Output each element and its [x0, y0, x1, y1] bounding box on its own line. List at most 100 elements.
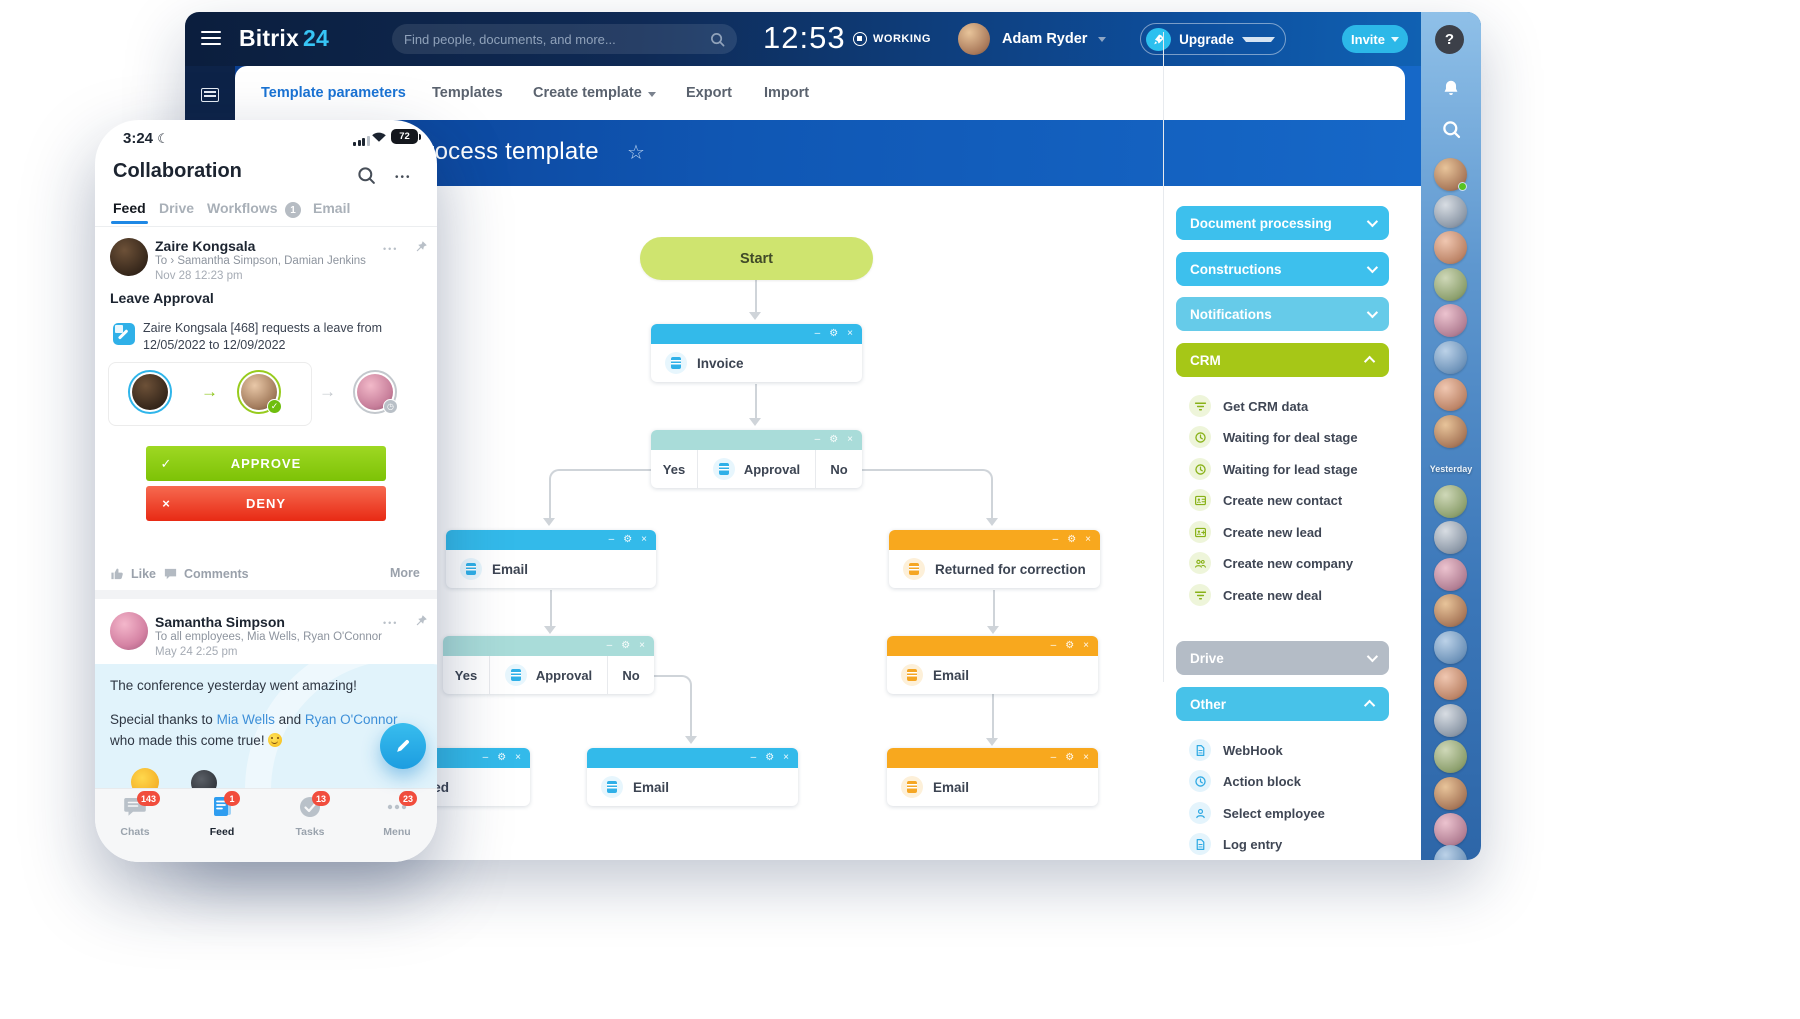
crm-item-create-new-deal[interactable]: Create new deal: [1189, 583, 1322, 607]
rail-avatar[interactable]: [1434, 704, 1467, 737]
requester-avatar[interactable]: [128, 370, 172, 414]
rail-avatar[interactable]: [1434, 813, 1467, 846]
pin-icon[interactable]: [415, 614, 428, 627]
tab-import[interactable]: Import: [764, 85, 810, 101]
post-menu-icon[interactable]: •••: [383, 244, 399, 254]
close-icon[interactable]: ×: [1083, 640, 1089, 651]
pin-icon[interactable]: [415, 240, 428, 253]
like-button[interactable]: Like: [110, 566, 156, 581]
minimize-icon[interactable]: –: [1050, 752, 1057, 763]
rail-avatar[interactable]: [1434, 304, 1467, 337]
help-button[interactable]: ?: [1435, 25, 1464, 54]
rail-avatar[interactable]: [1434, 485, 1467, 518]
rail-avatar[interactable]: [1434, 231, 1467, 264]
nav-chats[interactable]: 143 Chats: [105, 791, 165, 838]
notifications-bell-icon[interactable]: [1440, 78, 1462, 100]
close-icon[interactable]: ×: [515, 752, 521, 763]
minimize-icon[interactable]: –: [1050, 640, 1057, 651]
tab-export[interactable]: Export: [686, 85, 732, 101]
branch-yes[interactable]: Yes: [662, 461, 686, 477]
post-author-name[interactable]: Samantha Simpson: [155, 614, 285, 630]
rail-avatar[interactable]: [1434, 341, 1467, 374]
nav-feed[interactable]: 1 Feed: [192, 791, 252, 838]
flow-node-email-3[interactable]: – ⚙ × Email: [887, 636, 1098, 694]
post-menu-icon[interactable]: •••: [383, 618, 399, 628]
rail-avatar[interactable]: [1434, 631, 1467, 664]
settings-icon[interactable]: ⚙: [829, 434, 839, 445]
settings-icon[interactable]: ⚙: [623, 534, 633, 545]
settings-icon[interactable]: ⚙: [765, 752, 775, 763]
upgrade-button[interactable]: Upgrade: [1140, 23, 1286, 55]
phone-tab-feed[interactable]: Feed: [111, 200, 148, 224]
post-author-avatar[interactable]: [110, 238, 148, 276]
user-name[interactable]: Adam Ryder: [1002, 31, 1088, 47]
panel-constructions[interactable]: Constructions: [1176, 252, 1389, 286]
crm-item-create-new-contact[interactable]: Create new contact: [1189, 488, 1342, 512]
global-search[interactable]: [392, 24, 737, 54]
close-icon[interactable]: ×: [1083, 752, 1089, 763]
flow-node-returned-for-correction[interactable]: – ⚙ × Returned for correction: [889, 530, 1100, 588]
close-icon[interactable]: ×: [847, 328, 853, 339]
rail-avatar[interactable]: [1434, 667, 1467, 700]
hamburger-menu-icon[interactable]: [201, 31, 221, 47]
minimize-icon[interactable]: –: [814, 328, 821, 339]
rail-search-icon[interactable]: [1442, 120, 1461, 139]
other-item-webhook[interactable]: WebHook: [1189, 738, 1283, 762]
flow-node-email-2[interactable]: – ⚙ × Email: [587, 748, 798, 806]
crm-item-get-crm-data[interactable]: Get CRM data: [1189, 394, 1308, 418]
close-icon[interactable]: ×: [1085, 534, 1091, 545]
close-icon[interactable]: ×: [783, 752, 789, 763]
crm-item-waiting-for-lead-stage[interactable]: Waiting for lead stage: [1189, 457, 1358, 481]
comments-button[interactable]: Comments: [163, 566, 249, 581]
phone-tab-drive[interactable]: Drive: [159, 200, 195, 216]
reaction-emoji[interactable]: [131, 768, 159, 788]
post-author-name[interactable]: Zaire Kongsala: [155, 238, 256, 254]
rail-avatar[interactable]: [1434, 158, 1467, 191]
flow-node-invoice[interactable]: – ⚙ × Invoice: [651, 324, 862, 382]
favorite-star-icon[interactable]: ☆: [627, 142, 645, 164]
clock-widget[interactable]: 12:53: [763, 20, 846, 55]
rail-avatar[interactable]: [1434, 415, 1467, 448]
panel-other[interactable]: Other: [1176, 687, 1389, 721]
rail-avatar[interactable]: [1434, 740, 1467, 773]
rail-avatar[interactable]: [1434, 558, 1467, 591]
rail-avatar[interactable]: [1434, 195, 1467, 228]
deny-button[interactable]: × DENY: [146, 486, 386, 521]
other-item-select-employee[interactable]: Select employee: [1189, 801, 1325, 825]
settings-icon[interactable]: ⚙: [829, 328, 839, 339]
app-logo[interactable]: Bitrix 24: [239, 25, 329, 51]
minimize-icon[interactable]: –: [482, 752, 489, 763]
nav-tasks[interactable]: 13 Tasks: [280, 791, 340, 838]
global-search-input[interactable]: [404, 31, 710, 47]
more-button[interactable]: More: [390, 566, 420, 580]
branch-yes[interactable]: Yes: [454, 667, 478, 683]
rail-avatar[interactable]: [1434, 845, 1467, 860]
nav-menu[interactable]: 23 Menu: [367, 791, 427, 838]
minimize-icon[interactable]: –: [750, 752, 757, 763]
mention-link[interactable]: Mia Wells: [216, 712, 275, 727]
user-avatar[interactable]: [958, 23, 990, 55]
approver-avatar[interactable]: ✓: [237, 370, 282, 414]
rail-avatar[interactable]: [1434, 521, 1467, 554]
crm-item-waiting-for-deal-stage[interactable]: Waiting for deal stage: [1189, 425, 1358, 449]
reaction-avatar[interactable]: [191, 770, 217, 788]
settings-icon[interactable]: ⚙: [1065, 640, 1075, 651]
phone-tab-email[interactable]: Email: [313, 200, 351, 216]
post-author-avatar[interactable]: [110, 612, 148, 650]
phone-tab-workflows[interactable]: Workflows: [207, 200, 278, 216]
settings-icon[interactable]: ⚙: [1067, 534, 1077, 545]
rail-avatar[interactable]: [1434, 777, 1467, 810]
minimize-icon[interactable]: –: [606, 640, 613, 651]
tab-template-parameters[interactable]: Template parameters: [261, 85, 406, 101]
panel-notifications[interactable]: Notifications: [1176, 297, 1389, 331]
panel-document-processing[interactable]: Document processing: [1176, 206, 1389, 240]
phone-search-icon[interactable]: [357, 166, 376, 185]
settings-icon[interactable]: ⚙: [1065, 752, 1075, 763]
settings-icon[interactable]: ⚙: [497, 752, 507, 763]
user-menu-caret-icon[interactable]: [1098, 37, 1106, 42]
minimize-icon[interactable]: –: [814, 434, 821, 445]
flow-node-email-4[interactable]: – ⚙ × Email: [887, 748, 1098, 806]
phone-more-icon[interactable]: •••: [395, 172, 412, 183]
flow-node-approval-1[interactable]: – ⚙ × Yes Approval No: [651, 430, 862, 488]
panel-drive[interactable]: Drive: [1176, 641, 1389, 675]
